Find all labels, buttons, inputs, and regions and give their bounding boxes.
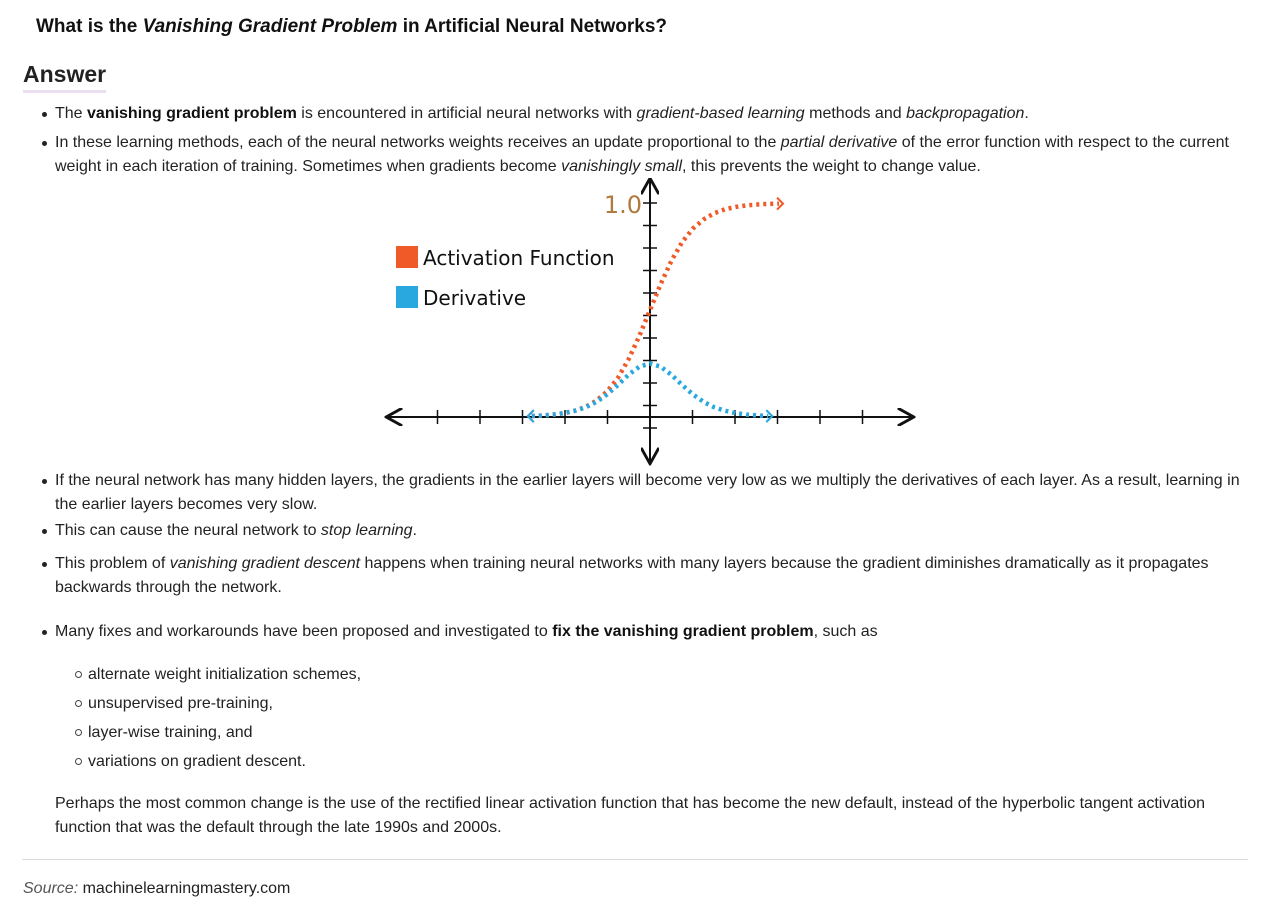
- text: This problem of: [55, 555, 170, 572]
- list-item: alternate weight initialization schemes,: [74, 660, 361, 689]
- divider: [22, 859, 1248, 860]
- list-item: This can cause the neural network to sto…: [42, 519, 1245, 543]
- list-item: If the neural network has many hidden la…: [42, 469, 1245, 517]
- series-arrowhead: [776, 196, 785, 211]
- italic-text: backpropagation: [906, 105, 1025, 122]
- question-before: What is the: [36, 16, 143, 37]
- sigmoid-chart: 1.0 Activation Function Derivative: [380, 178, 920, 468]
- list-item: layer-wise training, and: [74, 718, 361, 747]
- series-arrowhead: [765, 409, 774, 423]
- legend-swatch: [396, 286, 418, 308]
- text: In these learning methods, each of the n…: [55, 134, 781, 151]
- list-item: The vanishing gradient problem is encoun…: [42, 102, 1245, 126]
- chart-axes: 1.0: [388, 180, 912, 462]
- detail-bullet-list: If the neural network has many hidden la…: [42, 469, 1245, 644]
- text: methods and: [804, 105, 907, 122]
- y-tick-label: 1.0: [604, 191, 642, 219]
- bold-text: vanishing gradient problem: [87, 105, 297, 122]
- text: .: [1024, 105, 1029, 122]
- bold-text: fix the vanishing gradient problem: [552, 623, 814, 640]
- series-line-activation: [531, 201, 780, 419]
- list-item: In these learning methods, each of the n…: [42, 131, 1245, 179]
- italic-text: vanishing gradient descent: [169, 555, 361, 572]
- closing-paragraph: Perhaps the most common change is the us…: [55, 795, 1206, 836]
- text: of the error function with respect to th…: [55, 134, 1229, 175]
- question-after: in Artificial Neural Networks?: [397, 16, 668, 37]
- intro-bullet-list: The vanishing gradient problem is encoun…: [42, 102, 1245, 179]
- legend-label: Activation Function: [423, 246, 615, 270]
- series-arrowhead: [526, 409, 535, 423]
- italic-text: gradient-based learning: [636, 105, 805, 122]
- text: The: [55, 105, 88, 122]
- list-item: Many fixes and workarounds have been pro…: [42, 620, 1245, 644]
- italic-text: partial derivative: [780, 134, 898, 151]
- answer-heading: Answer: [23, 60, 107, 93]
- italic-text: vanishingly small: [561, 158, 682, 175]
- list-item: This problem of vanishing gradient desce…: [42, 552, 1245, 600]
- source-label: Source:: [23, 880, 79, 897]
- legend-swatch: [396, 246, 418, 268]
- legend-label: Derivative: [423, 286, 526, 310]
- question-emphasis: Vanishing Gradient Problem: [142, 16, 398, 37]
- source-line: Source: machinelearningmastery.com: [23, 880, 290, 898]
- chart-legend: Activation Function Derivative: [396, 246, 615, 310]
- list-item: variations on gradient descent.: [74, 747, 361, 776]
- question-title: What is the Vanishing Gradient Problem i…: [36, 16, 667, 38]
- italic-text: stop learning: [320, 522, 413, 539]
- chart-series: [526, 196, 785, 423]
- list-item: unsupervised pre-training,: [74, 689, 361, 718]
- fixes-list: alternate weight initialization schemes,…: [74, 660, 361, 776]
- source-link[interactable]: machinelearningmastery.com: [82, 880, 291, 897]
- text: is encountered in artificial neural netw…: [296, 105, 637, 122]
- text: happens when training neural networks wi…: [55, 555, 1209, 596]
- text: , this prevents the weight to change val…: [682, 158, 981, 175]
- text: , such as: [813, 623, 878, 640]
- text: If the neural network has many hidden la…: [55, 472, 1240, 513]
- text: This can cause the neural network to: [55, 522, 321, 539]
- text: Many fixes and workarounds have been pro…: [55, 623, 553, 640]
- series-line-derivative: [531, 361, 769, 419]
- text: .: [412, 522, 417, 539]
